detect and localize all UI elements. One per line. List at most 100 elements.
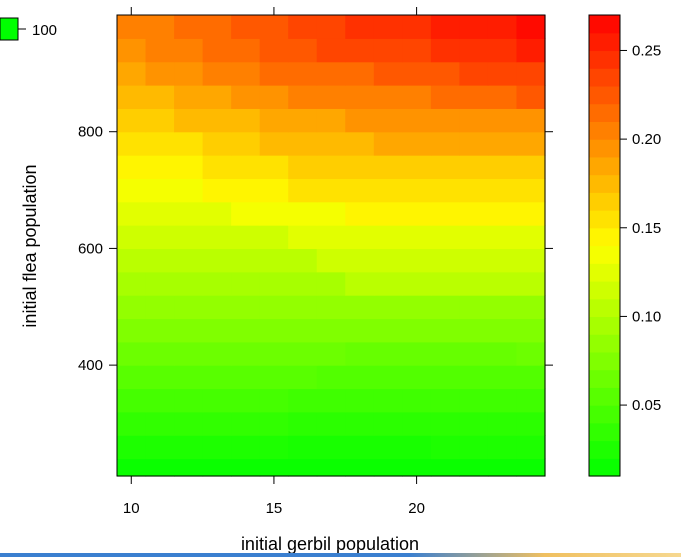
heatmap-cell bbox=[202, 201, 232, 226]
heatmap-cell bbox=[288, 318, 318, 343]
heatmap-cell bbox=[231, 271, 261, 296]
heatmap-cell bbox=[516, 85, 546, 109]
heatmap-cell bbox=[231, 388, 261, 413]
heatmap-cell bbox=[459, 15, 489, 39]
heatmap-cell bbox=[174, 248, 204, 273]
heatmap-cell bbox=[288, 365, 318, 390]
heatmap-cell bbox=[288, 85, 318, 109]
heatmap-cell bbox=[117, 38, 147, 63]
heatmap-cell bbox=[516, 295, 546, 320]
heatmap-cell bbox=[259, 271, 289, 296]
heatmap-cell bbox=[345, 38, 375, 63]
heatmap-cell bbox=[288, 178, 318, 203]
heatmap-cell bbox=[402, 155, 432, 179]
heatmap-cell bbox=[402, 458, 432, 477]
heatmap-cell bbox=[459, 61, 489, 86]
heatmap-cell bbox=[459, 318, 489, 343]
heatmap-cell bbox=[117, 85, 147, 109]
heatmap-cell bbox=[373, 225, 403, 250]
heatmap-cell bbox=[288, 61, 318, 86]
heatmap-cell bbox=[316, 178, 346, 203]
heatmap-cell bbox=[459, 108, 489, 133]
heatmap-cell bbox=[430, 318, 460, 343]
heatmap-cell bbox=[259, 458, 289, 477]
heatmap-cell bbox=[117, 365, 147, 390]
heatmap-cell bbox=[516, 108, 546, 133]
heatmap-cell bbox=[345, 108, 375, 133]
heatmap-cell bbox=[174, 225, 204, 250]
heatmap-cell bbox=[145, 85, 175, 109]
heatmap-cell bbox=[430, 108, 460, 133]
colorbar-tick-label: 0.25 bbox=[632, 42, 661, 59]
heatmap-cell bbox=[145, 365, 175, 390]
heatmap-cell bbox=[430, 85, 460, 109]
heatmap-cell bbox=[202, 108, 232, 133]
heatmap-cell bbox=[459, 388, 489, 413]
heatmap-cell bbox=[459, 435, 489, 460]
heatmap-cell bbox=[487, 85, 518, 109]
x-tick-label: 15 bbox=[266, 500, 283, 517]
heatmap-cell bbox=[231, 201, 261, 226]
heatmap-cell bbox=[202, 388, 232, 413]
heatmap-cell bbox=[316, 38, 346, 63]
heatmap-cell bbox=[345, 85, 375, 109]
colorbar-band bbox=[589, 156, 620, 176]
heatmap-cell bbox=[487, 178, 518, 203]
heatmap-cell bbox=[487, 295, 518, 320]
heatmap-cell bbox=[231, 365, 261, 390]
heatmap-cell bbox=[487, 341, 518, 366]
heatmap-cell bbox=[145, 61, 175, 86]
heatmap-cell bbox=[459, 178, 489, 203]
heatmap-cell bbox=[231, 318, 261, 343]
heatmap-cell bbox=[259, 38, 289, 63]
heatmap-cell bbox=[259, 295, 289, 320]
colorbar-band bbox=[589, 103, 620, 122]
heatmap-cell bbox=[402, 248, 432, 273]
heatmap-cell bbox=[288, 458, 318, 477]
heatmap-cell bbox=[117, 341, 147, 366]
x-tick-label: 20 bbox=[408, 500, 425, 517]
colorbar-band bbox=[589, 422, 620, 442]
heatmap-cell bbox=[487, 155, 518, 179]
heatmap-cell bbox=[487, 15, 518, 39]
heatmap-cell bbox=[373, 248, 403, 273]
heatmap-cell bbox=[117, 458, 147, 477]
heatmap-cell bbox=[316, 435, 346, 460]
heatmap-cell bbox=[259, 15, 289, 39]
heatmap-cell bbox=[430, 201, 460, 226]
heatmap-cell bbox=[430, 341, 460, 366]
heatmap-cell bbox=[202, 365, 232, 390]
heatmap-cell bbox=[516, 225, 546, 250]
heatmap-cell bbox=[202, 271, 232, 296]
heatmap-cell bbox=[316, 85, 346, 109]
heatmap-cell bbox=[288, 411, 318, 436]
heatmap-cell bbox=[174, 108, 204, 133]
colorbar-tick-label: 0.15 bbox=[632, 220, 661, 237]
heatmap-cell bbox=[174, 318, 204, 343]
colorbar-band bbox=[589, 68, 620, 87]
colorbar-band bbox=[589, 298, 620, 318]
heatmap-cell bbox=[231, 15, 261, 39]
heatmap-cell bbox=[487, 38, 518, 63]
heatmap-cell bbox=[117, 318, 147, 343]
heatmap-cell bbox=[174, 411, 204, 436]
heatmap-cell bbox=[402, 411, 432, 436]
heatmap-cell bbox=[345, 295, 375, 320]
heatmap-cell bbox=[259, 225, 289, 250]
heatmap-cell bbox=[316, 388, 346, 413]
heatmap-cell bbox=[145, 178, 175, 203]
heatmap-cell bbox=[174, 155, 204, 179]
heatmap-cell bbox=[516, 178, 546, 203]
heatmap-cell bbox=[373, 15, 403, 39]
heatmap-cell bbox=[288, 131, 318, 156]
heatmap-cell bbox=[516, 131, 546, 156]
heatmap-cell bbox=[373, 38, 403, 63]
heatmap-cell bbox=[174, 365, 204, 390]
x-tick-label: 10 bbox=[123, 500, 140, 517]
heatmap-cell bbox=[288, 38, 318, 63]
heatmap-cell bbox=[117, 178, 147, 203]
heatmap-cell bbox=[487, 201, 518, 226]
heatmap-cell bbox=[174, 295, 204, 320]
y-tick-label: 600 bbox=[78, 240, 103, 257]
heatmap-cell bbox=[516, 155, 546, 179]
